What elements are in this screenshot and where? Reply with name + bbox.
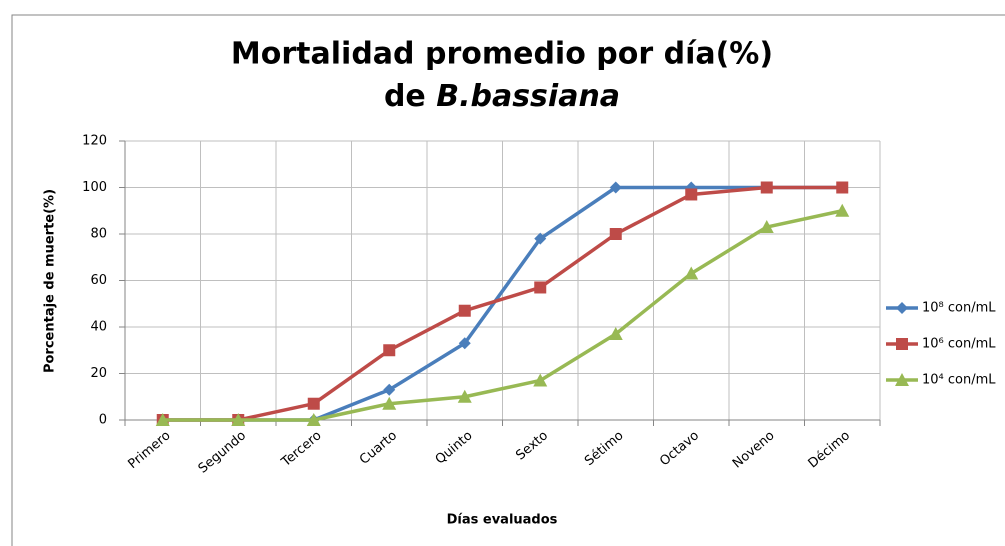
marker — [306, 413, 321, 426]
marker — [896, 338, 908, 350]
title-italic: B.bassiana — [436, 79, 620, 114]
y-tick-label: 80 — [90, 227, 107, 242]
marker — [895, 373, 909, 386]
title-part: de — [384, 79, 426, 114]
marker — [759, 220, 774, 234]
y-tick-label: 40 — [90, 320, 107, 335]
y-axis-label: Porcentaje de muerte(%) — [43, 189, 58, 373]
marker — [307, 397, 320, 410]
marker — [231, 413, 246, 426]
y-tick-label: 20 — [90, 366, 107, 381]
marker — [896, 302, 908, 314]
marker — [533, 373, 548, 387]
marker — [609, 228, 622, 240]
marker — [836, 181, 849, 194]
y-tick-label: 120 — [82, 134, 107, 149]
marker — [457, 389, 472, 403]
y-tick-label: 60 — [90, 273, 107, 288]
chart-title: Mortalidad promedio por día(%) — [231, 37, 773, 72]
marker — [382, 396, 397, 410]
y-tick-label: 100 — [82, 180, 107, 195]
marker — [458, 304, 471, 317]
marker — [835, 203, 850, 217]
legend-label: 10⁸ con/mL — [922, 301, 996, 316]
x-axis-label: Días evaluados — [447, 513, 558, 528]
marker — [684, 266, 699, 280]
marker — [760, 181, 773, 194]
series-line — [162, 209, 843, 422]
marker — [685, 188, 698, 201]
marker — [383, 383, 396, 396]
marker — [458, 337, 471, 350]
legend-label: 10⁴ con/mL — [922, 373, 996, 388]
y-tick-label: 0 — [99, 413, 107, 428]
marker — [608, 326, 623, 340]
series-line — [162, 185, 843, 422]
marker — [534, 281, 547, 294]
marker — [534, 232, 547, 245]
chart-title: de B.bassiana — [384, 79, 620, 114]
marker — [609, 181, 622, 194]
marker — [155, 413, 170, 426]
legend-label: 10⁶ con/mL — [922, 337, 996, 352]
marker — [383, 344, 396, 357]
